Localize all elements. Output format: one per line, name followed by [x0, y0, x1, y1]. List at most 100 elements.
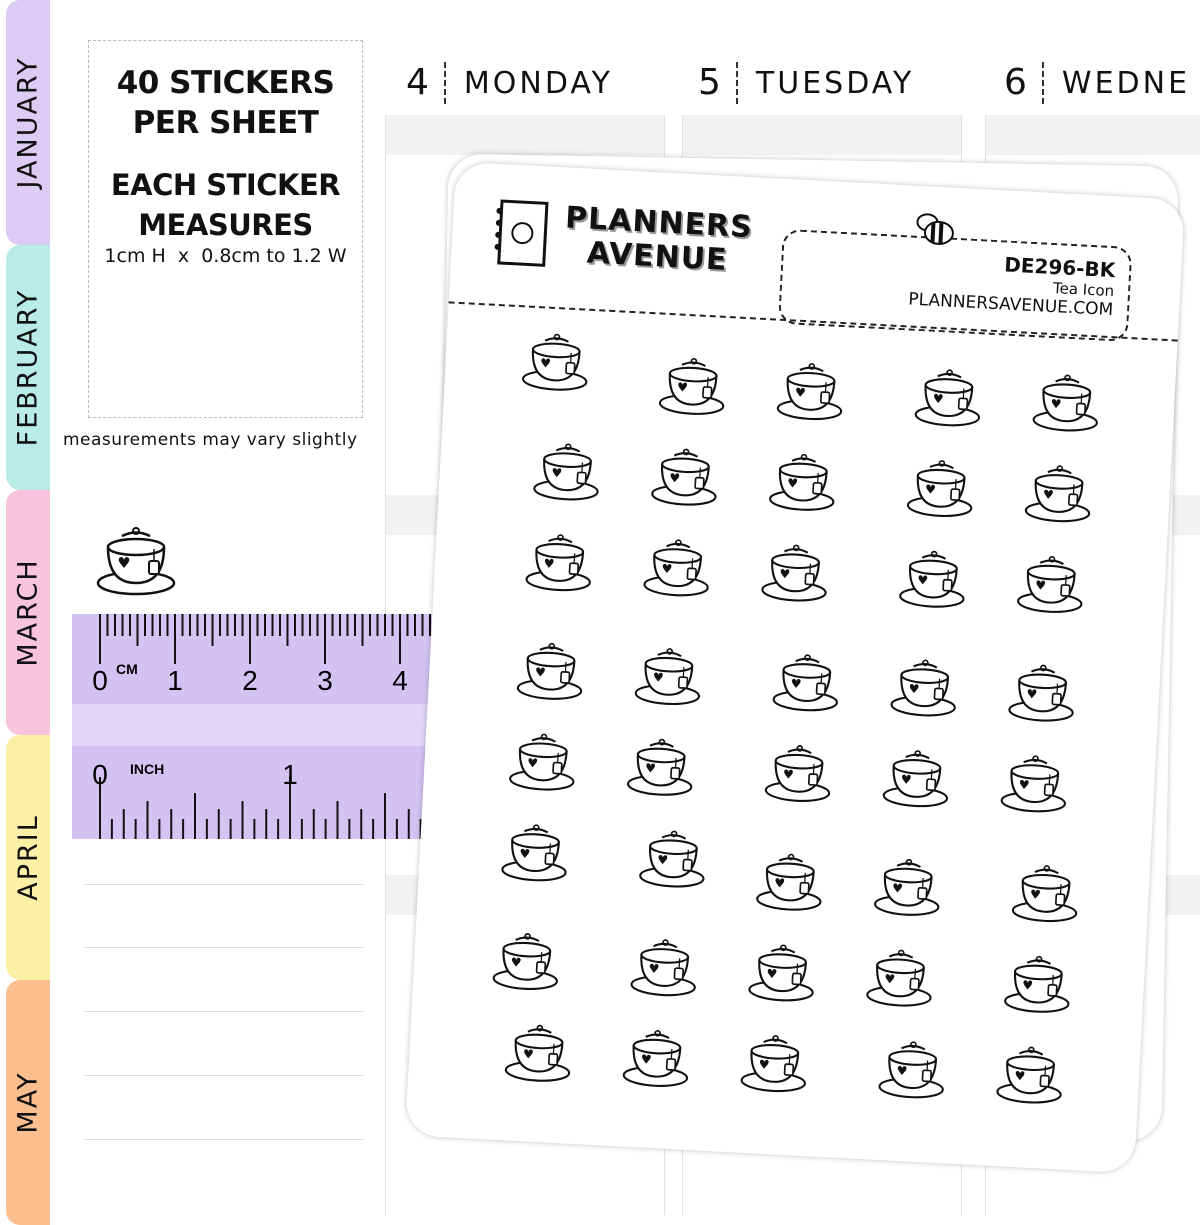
- tea-cup-icon: [521, 331, 590, 393]
- tea-cup-sticker: [992, 747, 1076, 821]
- size-text: 1cm H x 0.8cm to 1.2 W: [104, 245, 347, 267]
- month-tab-may[interactable]: MAY: [6, 980, 50, 1225]
- tea-cup-icon: [747, 942, 817, 1003]
- tea-cup-icon: [914, 367, 983, 428]
- cm-label: 2: [242, 665, 258, 696]
- tea-cup-sticker: [748, 845, 832, 919]
- tea-cup-sticker: [753, 536, 837, 610]
- month-tab-march[interactable]: MARCH: [6, 490, 50, 735]
- month-tab-label: JANUARY: [12, 56, 44, 189]
- tea-cup-icon: [1007, 662, 1077, 724]
- tea-cup-icon: [760, 542, 830, 604]
- tea-cup-sticker: [643, 440, 727, 514]
- tea-cup-icon: [1003, 953, 1072, 1015]
- tea-cup-sticker: [1009, 547, 1093, 621]
- tea-cup-sticker: [497, 1016, 581, 1090]
- tea-cup-sticker: [509, 634, 593, 708]
- month-tab-label: MARCH: [12, 558, 44, 667]
- tea-cup-icon: [1016, 554, 1085, 615]
- info-line: MEASURES: [138, 208, 313, 242]
- tea-cup-sticker: [875, 741, 959, 815]
- tea-cup-sticker: [615, 1021, 699, 1095]
- tea-cup-icon: [650, 446, 719, 508]
- tea-cup-icon: [772, 652, 841, 713]
- tea-cup-icon: [492, 931, 561, 992]
- month-tab-label: MAY: [12, 1071, 44, 1134]
- tea-cup-icon: [764, 743, 833, 804]
- tea-cup-sticker: [882, 651, 966, 725]
- tea-cup-icon: [906, 458, 975, 519]
- tea-cup-sticker: [501, 725, 585, 799]
- tea-cup-sticker: [484, 924, 568, 998]
- measurement-note: measurements may vary slightly: [63, 430, 358, 450]
- day-header-monday: 4 MONDAY: [406, 62, 613, 104]
- tea-cup-icon: [768, 451, 837, 513]
- month-tab-february[interactable]: FEBRUARY: [6, 245, 50, 490]
- tea-cup-icon: [630, 937, 699, 998]
- tea-cup-sticker: [769, 354, 853, 428]
- tea-cup-icon: [516, 641, 585, 702]
- cm-unit: CM: [116, 661, 138, 677]
- tea-cup-sticker: [740, 936, 824, 1010]
- sticker-info-box: 40 STICKERS PER SHEET EACH STICKER MEASU…: [88, 40, 363, 418]
- tea-cup-sticker: [1000, 656, 1084, 730]
- tea-cup-sticker: [622, 931, 706, 1005]
- tea-cup-icon: [1011, 863, 1080, 924]
- sticker-sheet: PLANNERS AVENUE DE296-BK Tea Icon PLANNE…: [404, 161, 1186, 1174]
- tea-cup-icon: [865, 947, 935, 1009]
- tea-cup-icon: [500, 822, 570, 883]
- month-tab-january[interactable]: JANUARY: [6, 0, 50, 245]
- tea-cup-sticker: [996, 947, 1080, 1021]
- inch-label: 1: [282, 759, 298, 790]
- tea-cup-icon: [740, 1033, 809, 1094]
- tea-cup-icon: [658, 356, 727, 417]
- tea-cup-sticker: [651, 349, 735, 423]
- tea-cup-icon: [898, 548, 967, 610]
- tea-cup-icon: [890, 657, 959, 718]
- bee-icon: [916, 213, 954, 245]
- cm-label: 0: [92, 665, 108, 696]
- cm-label: 1: [167, 665, 183, 696]
- tea-cup-sticker: [1004, 856, 1088, 930]
- tea-cup-icon: [634, 646, 703, 707]
- tea-cup-icon: [525, 532, 594, 593]
- tea-cup-sticker: [517, 525, 601, 599]
- month-tab-label: APRIL: [12, 814, 44, 901]
- notebook-logo-icon: [494, 199, 549, 267]
- tea-cup-sticker: [870, 1033, 954, 1107]
- tea-cup-icon: [1000, 753, 1069, 814]
- tea-cup-icon: [638, 828, 707, 890]
- day-header-tuesday: 5 TUESDAY: [698, 62, 915, 104]
- tea-cup-sticker: [891, 542, 975, 616]
- ruler: 0 1 2 3 4 CM 0 1 INCH: [72, 614, 450, 839]
- tea-cup-icon: [776, 361, 845, 422]
- tea-cup-icon: [995, 1044, 1065, 1106]
- tea-cup-sticker: [627, 639, 711, 713]
- tea-cup-sticker: [514, 325, 598, 399]
- tea-cup-sticker: [1017, 457, 1101, 531]
- tea-cup-icon: [532, 441, 602, 502]
- tea-cup-sticker: [525, 435, 609, 509]
- info-line: EACH STICKER: [110, 168, 341, 202]
- brand-line2: AVENUE: [585, 235, 729, 278]
- tea-cup-sticker: [631, 822, 715, 896]
- tea-cup-icon: [882, 748, 951, 809]
- tea-cup-sticker: [493, 816, 577, 890]
- tea-cup-sticker: [1024, 366, 1108, 440]
- inch-unit: INCH: [130, 761, 164, 777]
- tea-cup-sticker: [866, 850, 950, 924]
- tea-cup-icon: [626, 736, 695, 798]
- tea-cup-sticker: [619, 730, 703, 804]
- info-line: 40 STICKERS: [116, 65, 335, 101]
- cm-label: 4: [392, 665, 408, 696]
- tea-cup-sticker: [761, 445, 845, 519]
- tea-cup-sticker: [907, 361, 991, 435]
- day-header-wednesday: 6 WEDNE: [1004, 62, 1191, 104]
- month-tab-label: FEBRUARY: [12, 288, 44, 447]
- month-tab-april[interactable]: APRIL: [6, 735, 50, 980]
- tea-cup-icon: [873, 857, 942, 918]
- cm-label: 3: [317, 665, 333, 696]
- tea-cup-sticker: [764, 646, 848, 720]
- tea-cup-sticker: [899, 451, 983, 525]
- tea-cup-icon: [508, 731, 577, 793]
